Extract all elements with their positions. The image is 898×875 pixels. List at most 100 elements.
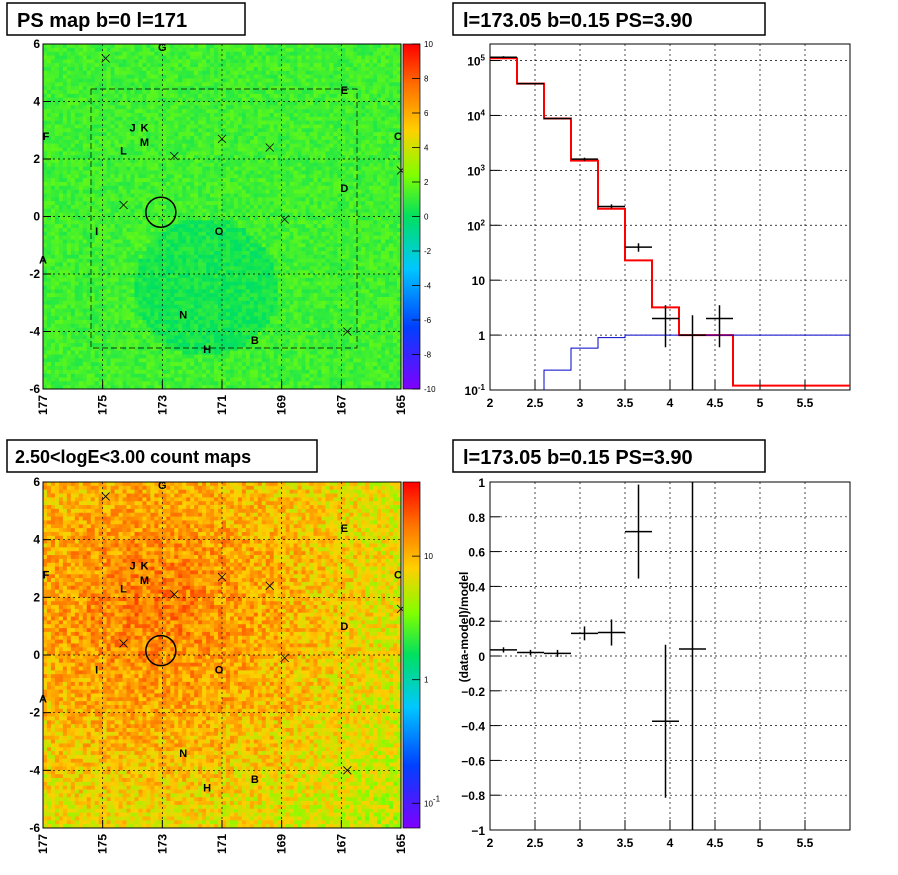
map-cell — [202, 101, 207, 106]
map-cell — [162, 247, 167, 252]
map-cell — [70, 124, 76, 129]
map-cell — [66, 70, 72, 75]
map-cell — [186, 224, 191, 229]
map-cell — [78, 78, 84, 83]
map-cell — [62, 82, 68, 87]
map-cell — [178, 151, 183, 156]
map-cell — [186, 105, 191, 110]
map-cell — [194, 201, 199, 206]
map-cell — [198, 335, 203, 340]
map-cell — [110, 78, 115, 83]
map-cell — [178, 231, 183, 236]
map-cell — [190, 109, 195, 114]
map-cell — [218, 320, 223, 325]
map-cell — [249, 339, 255, 344]
map-cell — [245, 97, 251, 102]
map-cell — [182, 281, 187, 286]
map-cell — [130, 277, 135, 282]
map-cell — [162, 90, 167, 95]
map-cell — [154, 216, 159, 221]
map-cell — [78, 339, 84, 344]
map-cell — [78, 300, 84, 305]
map-cell — [245, 335, 251, 340]
map-cell — [102, 258, 107, 263]
map-cell — [210, 166, 215, 171]
map-cell — [82, 308, 88, 313]
map-cell — [174, 216, 179, 221]
map-cell — [118, 212, 123, 217]
map-cell — [174, 170, 179, 175]
map-cell — [162, 208, 167, 213]
map-cell — [154, 124, 159, 129]
map-cell — [174, 281, 179, 286]
map-cell — [154, 162, 159, 167]
map-cell — [102, 67, 107, 72]
map-cell — [190, 243, 195, 248]
map-cell — [134, 385, 139, 389]
map-cell — [126, 78, 131, 83]
map-cell — [190, 159, 195, 164]
map-cell — [190, 166, 195, 171]
map-cell — [166, 174, 171, 179]
map-cell — [150, 185, 155, 190]
map-cell — [210, 132, 215, 137]
map-cell — [46, 93, 52, 98]
map-cell — [174, 289, 179, 294]
map-cell — [182, 335, 187, 340]
map-cell — [202, 254, 207, 259]
map-cell — [257, 216, 263, 221]
map-cell — [225, 231, 231, 236]
map-cell — [142, 304, 147, 309]
map-cell — [126, 59, 131, 64]
map-cell — [178, 339, 183, 344]
map-cell — [257, 285, 263, 290]
map-cell — [229, 373, 235, 378]
map-cell — [154, 132, 159, 137]
map-cell — [229, 182, 235, 187]
map-cell — [86, 274, 92, 279]
map-cell — [214, 55, 219, 60]
map-cell — [237, 178, 243, 183]
map-cell — [114, 59, 119, 64]
map-cell — [122, 274, 127, 279]
map-cell — [90, 189, 96, 194]
map-cell — [78, 47, 84, 52]
map-cell — [194, 162, 199, 167]
map-cell — [82, 369, 88, 374]
map-cell — [46, 350, 52, 355]
map-cell — [261, 185, 267, 190]
map-cell — [214, 220, 219, 225]
map-cell — [70, 197, 76, 202]
map-cell — [154, 220, 159, 225]
map-cell — [245, 339, 251, 344]
map-cell — [43, 339, 48, 344]
map-cell — [174, 151, 179, 156]
map-cell — [86, 362, 92, 367]
map-cell — [78, 155, 84, 160]
map-cell — [194, 78, 199, 83]
map-cell — [106, 128, 111, 133]
map-cell — [225, 170, 231, 175]
map-cell — [253, 93, 259, 98]
map-cell — [43, 63, 48, 68]
map-cell — [190, 224, 195, 229]
map-cell — [218, 270, 223, 275]
map-cell — [237, 143, 243, 148]
map-cell — [66, 289, 72, 294]
map-cell — [110, 147, 115, 152]
map-cell — [237, 220, 243, 225]
map-cell — [106, 44, 111, 49]
map-cell — [210, 155, 215, 160]
map-cell — [222, 369, 227, 374]
map-cell — [146, 274, 151, 279]
map-cell — [118, 182, 123, 187]
map-cell — [58, 44, 64, 49]
map-cell — [43, 216, 48, 221]
map-cell — [170, 281, 175, 286]
map-cell — [138, 316, 143, 321]
map-cell — [110, 373, 115, 378]
map-cell — [245, 377, 251, 382]
map-cell — [162, 93, 167, 98]
map-cell — [90, 143, 96, 148]
map-cell — [206, 124, 211, 129]
